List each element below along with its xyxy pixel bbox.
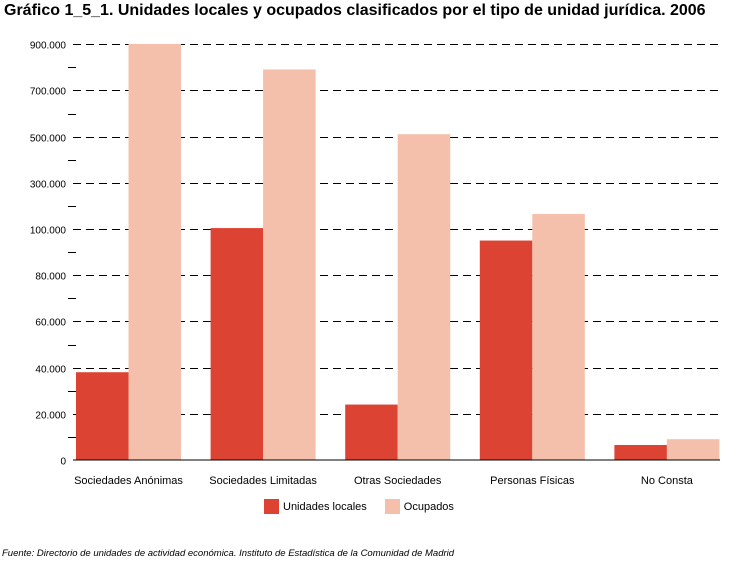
y-tick-label: 40.000 bbox=[35, 365, 66, 376]
y-tick-label: 0 bbox=[60, 457, 66, 468]
legend-item-unidades: Unidades locales bbox=[264, 499, 367, 514]
legend: Unidades locales Ocupados bbox=[264, 499, 472, 514]
x-category-label: No Consta bbox=[641, 475, 694, 487]
bar-ocupados bbox=[532, 213, 585, 460]
y-tick-label: 300.000 bbox=[30, 180, 67, 191]
x-category-label: Sociedades Limitadas bbox=[209, 475, 317, 487]
y-axis-ticks: 0 20.000 40.000 60.000 80.000 100.000 300.000 5… bbox=[30, 41, 76, 468]
x-category-label: Personas Físicas bbox=[490, 475, 575, 487]
y-tick-label: 60.000 bbox=[35, 318, 66, 329]
legend-swatch-unidades bbox=[264, 499, 279, 514]
bar-ocupados bbox=[128, 44, 181, 460]
y-tick-label: 700.000 bbox=[30, 87, 67, 98]
bar-unidades-locales bbox=[614, 444, 667, 460]
x-category-label: Sociedades Anónimas bbox=[74, 475, 183, 487]
legend-label-unidades: Unidades locales bbox=[283, 500, 367, 513]
y-tick-label: 80.000 bbox=[35, 272, 66, 283]
source-note: Fuente: Directorio de unidades de activi… bbox=[2, 548, 455, 559]
y-tick-label: 500.000 bbox=[30, 134, 67, 145]
legend-swatch-ocupados bbox=[384, 499, 400, 514]
bar-unidades-locales bbox=[479, 240, 533, 460]
bar-ocupados bbox=[666, 439, 720, 460]
bar-unidades-locales bbox=[76, 372, 129, 460]
bar-unidades-locales bbox=[210, 228, 264, 460]
x-axis-labels: Sociedades Anónimas Sociedades Limitadas O… bbox=[74, 475, 694, 487]
x-category-label: Otras Sociedades bbox=[354, 475, 442, 487]
y-tick-label: 100.000 bbox=[30, 226, 67, 237]
legend-label-ocupados: Ocupados bbox=[403, 500, 454, 513]
y-tick-label: 20.000 bbox=[35, 411, 66, 422]
bars bbox=[76, 44, 720, 460]
y-tick-label: 900.000 bbox=[30, 41, 67, 52]
chart-title: Gráfico 1_5_1. Unidades locales y ocupad… bbox=[4, 2, 706, 19]
bar-ocupados bbox=[397, 134, 451, 460]
bar-ocupados bbox=[263, 69, 316, 460]
legend-item-ocupados: Ocupados bbox=[384, 499, 454, 514]
bar-unidades-locales bbox=[345, 404, 398, 460]
